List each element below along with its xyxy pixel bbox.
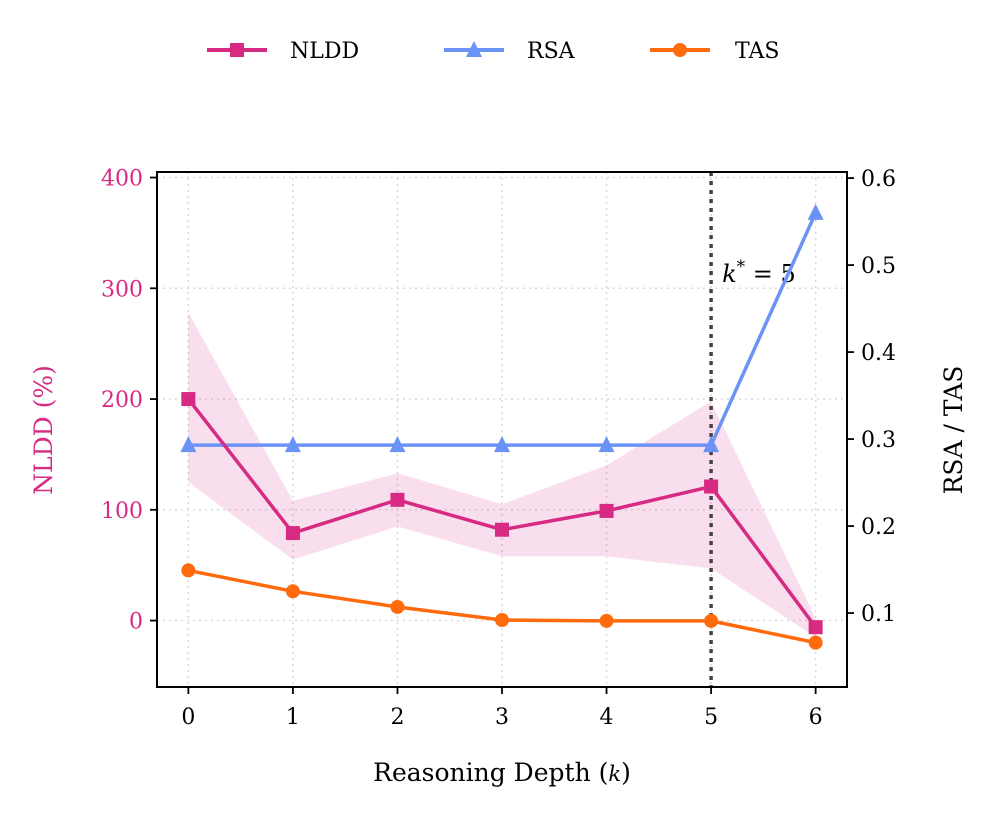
x-tick-label-4: 4 <box>600 705 614 730</box>
y-left-tick-label-400: 400 <box>101 167 143 192</box>
legend-rsa-marker <box>466 41 482 57</box>
k-star-label-sup: * <box>737 257 746 277</box>
nldd-point-0 <box>181 392 196 407</box>
tas-point-0 <box>181 563 196 578</box>
x-tick-label-3: 3 <box>495 705 509 730</box>
series-layer <box>180 203 824 650</box>
x-tick-label-1: 1 <box>286 705 300 730</box>
nldd-band-area <box>188 312 816 638</box>
y-right-tick-label-0.2: 0.2 <box>861 515 896 540</box>
y-axis-right-title: RSA / TAS <box>939 366 968 495</box>
legend-nldd-marker <box>230 43 244 57</box>
nldd-confidence-band <box>188 312 816 638</box>
rsa-point-2 <box>389 436 406 453</box>
legend-item-nldd: NLDD <box>207 39 359 64</box>
rsa-point-5 <box>703 436 720 453</box>
x-tick-label-6: 6 <box>809 705 823 730</box>
y-right-tick-label-0.1: 0.1 <box>861 602 896 627</box>
y-axis-left-title: NLDD (%) <box>29 365 58 495</box>
tas-point-3 <box>495 613 509 628</box>
y-right-tick-label-0.5: 0.5 <box>861 254 896 279</box>
k-star-label-var: k <box>722 260 737 288</box>
y-right-tick-label-0.4: 0.4 <box>861 341 896 366</box>
rsa-point-3 <box>494 436 510 453</box>
nldd-point-2 <box>390 492 405 507</box>
x-tick-label-5: 5 <box>704 705 718 730</box>
y-left-tick-label-200: 200 <box>101 388 143 413</box>
nldd-point-6 <box>808 620 823 635</box>
legend-tas-marker <box>673 43 687 57</box>
series-rsa <box>180 203 824 453</box>
nldd-point-1 <box>285 526 300 541</box>
y-right-tick-label-0.6: 0.6 <box>861 167 896 192</box>
y-left-tick-label-0: 0 <box>129 610 143 635</box>
rsa-point-4 <box>598 436 615 453</box>
legend-item-tas: TAS <box>650 39 779 64</box>
x-tick-label-0: 0 <box>181 705 195 730</box>
rsa-point-0 <box>180 436 197 453</box>
plot-frame <box>156 171 848 688</box>
tas-point-4 <box>599 613 614 628</box>
series-nldd <box>181 392 823 635</box>
tas-point-5 <box>704 613 719 628</box>
legend-item-rsa: RSA <box>444 39 576 64</box>
y-right-tick-label-0.3: 0.3 <box>861 428 896 453</box>
nldd-point-3 <box>495 522 509 537</box>
legend-tas-label: TAS <box>735 39 779 64</box>
y-left-tick-label-100: 100 <box>101 499 143 524</box>
rsa-point-1 <box>284 436 301 453</box>
tas-point-2 <box>390 599 405 614</box>
y-left-tick-label-300: 300 <box>101 277 143 302</box>
x-axis-title: Reasoning Depth (k) <box>373 758 631 787</box>
tas-point-1 <box>285 584 300 599</box>
tas-point-6 <box>808 635 823 650</box>
legend: NLDD RSA TAS <box>207 39 779 64</box>
legend-rsa-label: RSA <box>527 39 576 64</box>
nldd-point-4 <box>599 503 614 518</box>
grid <box>157 172 847 687</box>
axes: 0 1 2 3 4 5 6 0 100 200 300 400 0.1 0.2 0.3 0.4 0.5 0.6 <box>101 167 896 730</box>
x-tick-label-2: 2 <box>390 705 404 730</box>
nldd-point-5 <box>704 479 719 494</box>
rsa-point-6 <box>807 203 824 220</box>
series-tas <box>181 563 823 650</box>
legend-nldd-label: NLDD <box>290 39 359 64</box>
